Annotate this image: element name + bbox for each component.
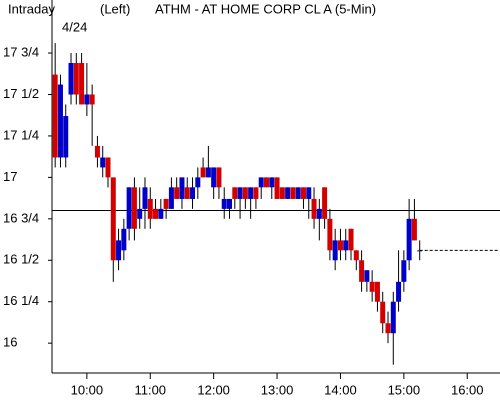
candle-body bbox=[179, 177, 185, 199]
candle-body bbox=[190, 187, 196, 199]
y-tick-label: 16 bbox=[3, 335, 17, 350]
candle-body bbox=[94, 145, 100, 158]
candle-body bbox=[295, 187, 301, 199]
candle-body bbox=[316, 208, 322, 219]
candle-body bbox=[131, 187, 137, 229]
candle-body bbox=[364, 270, 370, 282]
candle-body bbox=[248, 187, 254, 199]
candle-body bbox=[385, 323, 391, 334]
y-tick-label: 17 1/2 bbox=[3, 86, 39, 101]
candle-body bbox=[300, 187, 306, 199]
y-tick-label: 17 3/4 bbox=[3, 44, 39, 59]
x-tick-label: 12:00 bbox=[197, 382, 230, 397]
y-tick-label: 17 bbox=[3, 169, 17, 184]
candle-body bbox=[57, 84, 63, 158]
candle-body bbox=[174, 187, 180, 199]
candle-body bbox=[232, 187, 238, 199]
candle-body bbox=[337, 240, 343, 251]
candle-body bbox=[359, 260, 365, 282]
candle-body bbox=[184, 187, 190, 199]
candle-body bbox=[110, 177, 116, 261]
candle-body bbox=[353, 250, 359, 261]
y-tick-label: 16 3/4 bbox=[3, 210, 39, 225]
candle-body bbox=[290, 187, 296, 199]
candle-body bbox=[116, 240, 122, 261]
candle-body bbox=[348, 228, 354, 251]
header-text: (Left) bbox=[100, 1, 130, 16]
candle-body bbox=[200, 167, 206, 178]
date-label: 4/24 bbox=[62, 19, 87, 34]
candle-body bbox=[343, 240, 349, 251]
candle-body bbox=[253, 187, 259, 199]
candle-body bbox=[396, 281, 402, 302]
candle-body bbox=[390, 301, 396, 334]
candle-body bbox=[380, 301, 386, 324]
candle-body bbox=[279, 187, 285, 199]
candle-body bbox=[89, 94, 95, 105]
candle-body bbox=[269, 177, 275, 188]
x-tick-label: 10:00 bbox=[71, 382, 104, 397]
x-tick-label: 16:00 bbox=[451, 382, 484, 397]
candle-body bbox=[153, 208, 159, 219]
candle-body bbox=[369, 281, 375, 292]
candle-body bbox=[63, 116, 69, 158]
candle-body bbox=[73, 62, 79, 95]
candle-body bbox=[163, 198, 169, 209]
candle-body bbox=[147, 198, 153, 219]
candle-body bbox=[401, 260, 407, 282]
x-tick-label: 15:00 bbox=[388, 382, 421, 397]
candle-body bbox=[205, 167, 211, 178]
candle-body bbox=[258, 177, 264, 188]
y-tick-label: 17 1/4 bbox=[3, 127, 39, 142]
candle-body bbox=[79, 62, 85, 105]
candle-body bbox=[221, 198, 227, 209]
candle-body bbox=[411, 218, 417, 241]
candle-body bbox=[121, 228, 127, 251]
candle-body bbox=[242, 187, 248, 199]
candle-body bbox=[211, 167, 217, 188]
y-tick-label: 16 1/2 bbox=[3, 252, 39, 267]
candle-body bbox=[68, 62, 74, 95]
candle-body bbox=[195, 177, 201, 188]
candle-body bbox=[327, 218, 333, 251]
x-tick-label: 14:00 bbox=[324, 382, 357, 397]
candle-body bbox=[374, 281, 380, 302]
candle-body bbox=[332, 240, 338, 261]
x-tick-label: 13:00 bbox=[261, 382, 294, 397]
candle-body bbox=[137, 208, 143, 219]
candle-body bbox=[263, 177, 269, 188]
candle-body bbox=[274, 177, 280, 199]
candle-body bbox=[306, 187, 312, 199]
candle-body bbox=[142, 187, 148, 209]
candle-body bbox=[52, 74, 58, 158]
candle-body bbox=[216, 167, 222, 188]
candle-body bbox=[237, 187, 243, 199]
header-text: Intraday bbox=[8, 1, 55, 16]
candle-body bbox=[126, 187, 132, 229]
candle-body bbox=[168, 187, 174, 209]
candle-body bbox=[227, 198, 233, 209]
candle-body bbox=[105, 157, 111, 178]
candle-body bbox=[84, 94, 90, 105]
candle-body bbox=[158, 208, 164, 219]
y-tick-label: 16 1/4 bbox=[3, 293, 39, 308]
candle-body bbox=[285, 187, 291, 199]
candle-body bbox=[311, 198, 317, 219]
x-tick-label: 11:00 bbox=[134, 382, 166, 397]
header-text: ATHM - AT HOME CORP CL A (5-Min) bbox=[155, 1, 376, 16]
candle-body bbox=[406, 218, 412, 261]
candle-body bbox=[100, 157, 106, 168]
candle-body bbox=[322, 187, 328, 219]
